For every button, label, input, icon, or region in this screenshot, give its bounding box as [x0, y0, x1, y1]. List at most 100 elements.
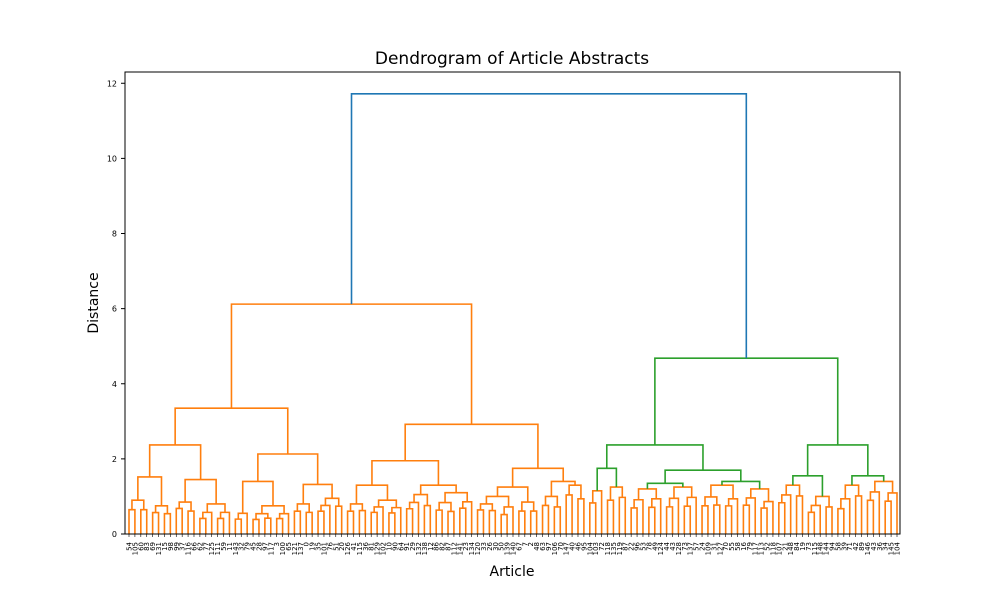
- x-tick-label: 46: [574, 541, 582, 550]
- x-tick-label: 7: [521, 542, 529, 546]
- x-tick-label: 112: [450, 542, 458, 555]
- x-tick-label: 48: [533, 542, 541, 551]
- dendrogram-link: [763, 500, 774, 534]
- y-axis: 0 2 4 6 8 10 12: [107, 79, 125, 539]
- x-tick-label: 103: [592, 542, 600, 555]
- x-tick-label: 71: [846, 542, 854, 551]
- dendrogram-link: [529, 510, 538, 534]
- x-tick-label: 124: [657, 541, 665, 555]
- x-tick-label: 84: [793, 541, 801, 550]
- dendrogram-link: [408, 501, 420, 534]
- x-tick-label: 24: [699, 541, 707, 550]
- x-tick-label: 16: [740, 541, 748, 550]
- x-tick-label: 117: [752, 542, 760, 555]
- dendrogram-link: [665, 506, 674, 534]
- dendrogram-link: [320, 504, 331, 534]
- dendrogram-link: [630, 507, 638, 534]
- x-tick-label: 78: [645, 542, 653, 551]
- x-tick-label: 97: [545, 542, 553, 551]
- x-tick-label: 140: [510, 542, 518, 555]
- dendrogram-link: [854, 495, 863, 534]
- x-tick-label: 120: [474, 542, 482, 555]
- x-tick-label: 96: [634, 541, 642, 550]
- x-tick-label: 57: [693, 542, 701, 551]
- dendrogram-link: [825, 506, 833, 534]
- dendrogram-link: [459, 507, 467, 534]
- dendrogram-link: [704, 496, 718, 506]
- dendrogram-link: [589, 502, 597, 534]
- x-tick-label: 28: [255, 542, 263, 551]
- x-tick-label: 41: [350, 542, 358, 551]
- x-tick-label: 42: [852, 542, 860, 551]
- dendrogram-link: [648, 506, 656, 534]
- dendrogram-link: [405, 507, 414, 534]
- dendrogram-link: [264, 517, 272, 534]
- dendrogram-link: [844, 484, 860, 499]
- x-tick-label: 21: [781, 542, 789, 551]
- dendrogram-link: [810, 504, 821, 534]
- x-tick-label: 147: [563, 542, 571, 555]
- dendrogram-link: [216, 517, 225, 534]
- x-tick-label: 69: [149, 542, 157, 551]
- dendrogram-link: [840, 498, 851, 534]
- x-tick-label: 86: [433, 541, 441, 550]
- x-tick-label: 70: [722, 542, 730, 551]
- dendrogram-link: [795, 495, 804, 534]
- x-tick-label: 113: [758, 542, 766, 555]
- dendrogram-link: [874, 480, 894, 493]
- x-tick-label: 126: [344, 541, 352, 555]
- x-tick-label: 139: [504, 542, 512, 555]
- dendrogram-link: [370, 511, 378, 534]
- x-tick-label: 102: [380, 542, 388, 555]
- x-tick-label: 22: [628, 542, 636, 551]
- dendrogram-link: [476, 509, 485, 534]
- dendrogram-link: [701, 504, 709, 534]
- dendrogram-link: [346, 510, 355, 534]
- dendrogram-link: [518, 510, 526, 534]
- dendrogram-link: [151, 511, 160, 534]
- x-tick-label: 116: [185, 541, 193, 555]
- dendrogram-link: [605, 444, 704, 471]
- x-tick-label: 107: [775, 542, 783, 555]
- x-tick-label: 125: [208, 542, 216, 555]
- dendrogram-link: [317, 510, 325, 534]
- x-tick-label: 2: [527, 542, 535, 546]
- dendrogram-link: [423, 504, 432, 534]
- dendrogram-link: [241, 480, 274, 514]
- x-tick-label: 121: [291, 542, 299, 555]
- x-tick-label: 70: [557, 542, 565, 551]
- dendrogram-link: [541, 504, 550, 534]
- dendrogram-link: [163, 512, 172, 534]
- dendrogram-link: [503, 506, 514, 534]
- x-tick-label: 119: [616, 542, 624, 555]
- x-tick-label: 3: [273, 542, 281, 546]
- x-tick-label: 37: [179, 542, 187, 551]
- x-tick-label: 60: [137, 542, 145, 551]
- dendrogram-link: [237, 512, 248, 534]
- dendrogram-link: [807, 511, 816, 534]
- x-tick-label: 117: [267, 542, 275, 555]
- dendrogram-link: [419, 484, 457, 495]
- dendrogram-link: [749, 488, 770, 502]
- y-tick-label: 8: [112, 230, 117, 239]
- dendrogram-link: [373, 506, 384, 534]
- dendrogram-link: [230, 303, 473, 425]
- x-tick-label: 51: [332, 542, 340, 551]
- x-tick-label: 63: [539, 542, 547, 551]
- y-tick-label: 2: [112, 455, 117, 464]
- x-axis-label: Article: [490, 564, 535, 580]
- dendrogram-link: [851, 474, 885, 486]
- dendrogram-link: [444, 491, 469, 503]
- x-tick-label: 137: [297, 542, 305, 555]
- x-tick-label: 135: [610, 542, 618, 555]
- dendrogram-link: [591, 490, 603, 534]
- x-tick-label: 55: [728, 542, 736, 551]
- x-tick-label: 100: [279, 542, 287, 555]
- dendrogram-link: [140, 508, 148, 534]
- dendrogram-link: [618, 496, 627, 534]
- y-tick-label: 0: [112, 530, 117, 539]
- dendrogram-link: [496, 486, 529, 503]
- x-tick-label: 35: [315, 542, 323, 551]
- dendrogram-link: [350, 92, 748, 359]
- x-tick-label: 99: [173, 542, 181, 551]
